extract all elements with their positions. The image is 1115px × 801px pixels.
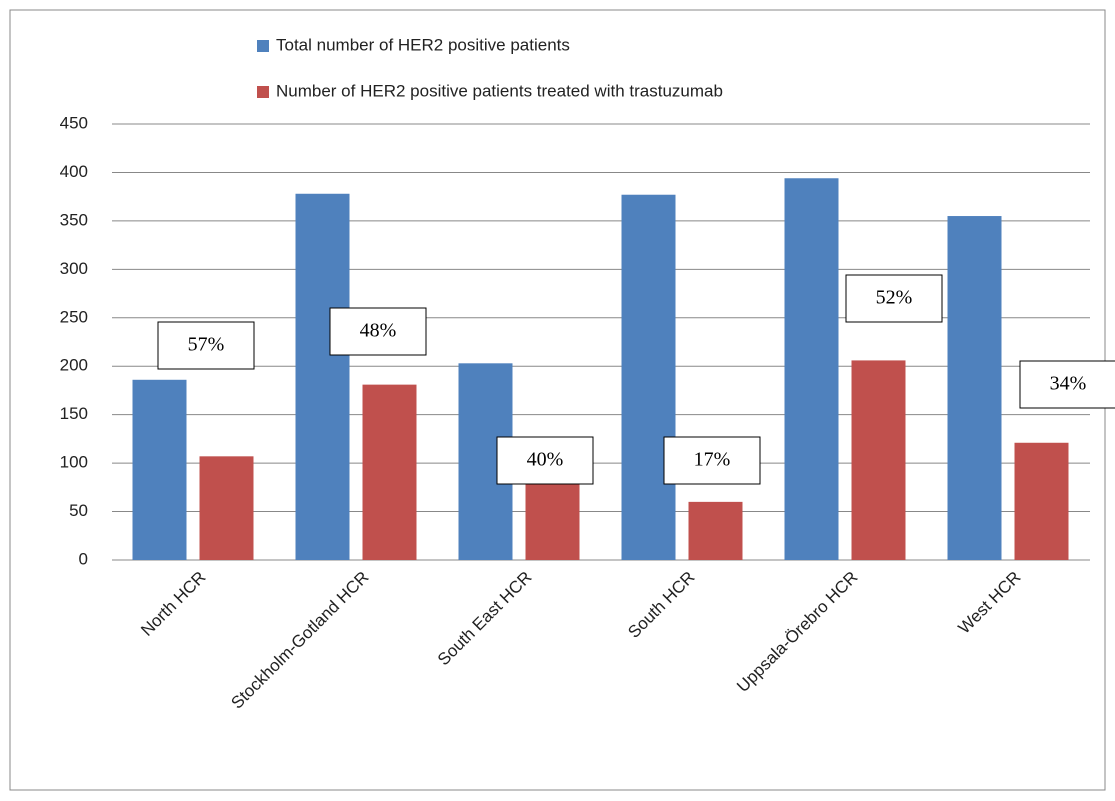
chart-frame [9, 9, 1106, 791]
bar [132, 379, 187, 560]
annotation: 40% [527, 449, 564, 471]
y-tick-label: 0 [79, 549, 88, 568]
bar [362, 384, 417, 560]
annotation-box [1019, 360, 1115, 409]
legend-swatch [257, 86, 269, 98]
annotation: 52% [876, 287, 913, 309]
bar [525, 481, 580, 560]
bar [199, 456, 254, 560]
y-tick-label: 400 [60, 162, 88, 181]
y-tick-label: 50 [69, 501, 88, 520]
bar [1014, 442, 1069, 560]
annotation: 48% [360, 320, 397, 342]
annotation: 34% [1050, 373, 1087, 395]
bar [784, 178, 839, 560]
bar [688, 501, 743, 560]
annotation-box [157, 321, 255, 370]
y-tick-label: 300 [60, 259, 88, 278]
legend-swatch [257, 40, 269, 52]
annotation-box [845, 274, 943, 323]
bar [947, 216, 1002, 561]
y-tick-label: 200 [60, 356, 88, 375]
legend-label: Total number of HER2 positive patients [276, 35, 570, 54]
y-tick-label: 100 [60, 453, 88, 472]
y-tick-label: 250 [60, 307, 88, 326]
y-tick-label: 150 [60, 404, 88, 423]
annotation-box [496, 436, 594, 485]
annotation: 57% [188, 334, 225, 356]
y-tick-label: 350 [60, 210, 88, 229]
bar [851, 360, 906, 560]
y-tick-label: 450 [60, 113, 88, 132]
annotation: 17% [694, 449, 731, 471]
annotation-box [329, 307, 427, 356]
legend-label: Number of HER2 positive patients treated… [276, 81, 723, 100]
bar [295, 193, 350, 560]
annotation-box [663, 436, 761, 485]
bar [621, 194, 676, 560]
